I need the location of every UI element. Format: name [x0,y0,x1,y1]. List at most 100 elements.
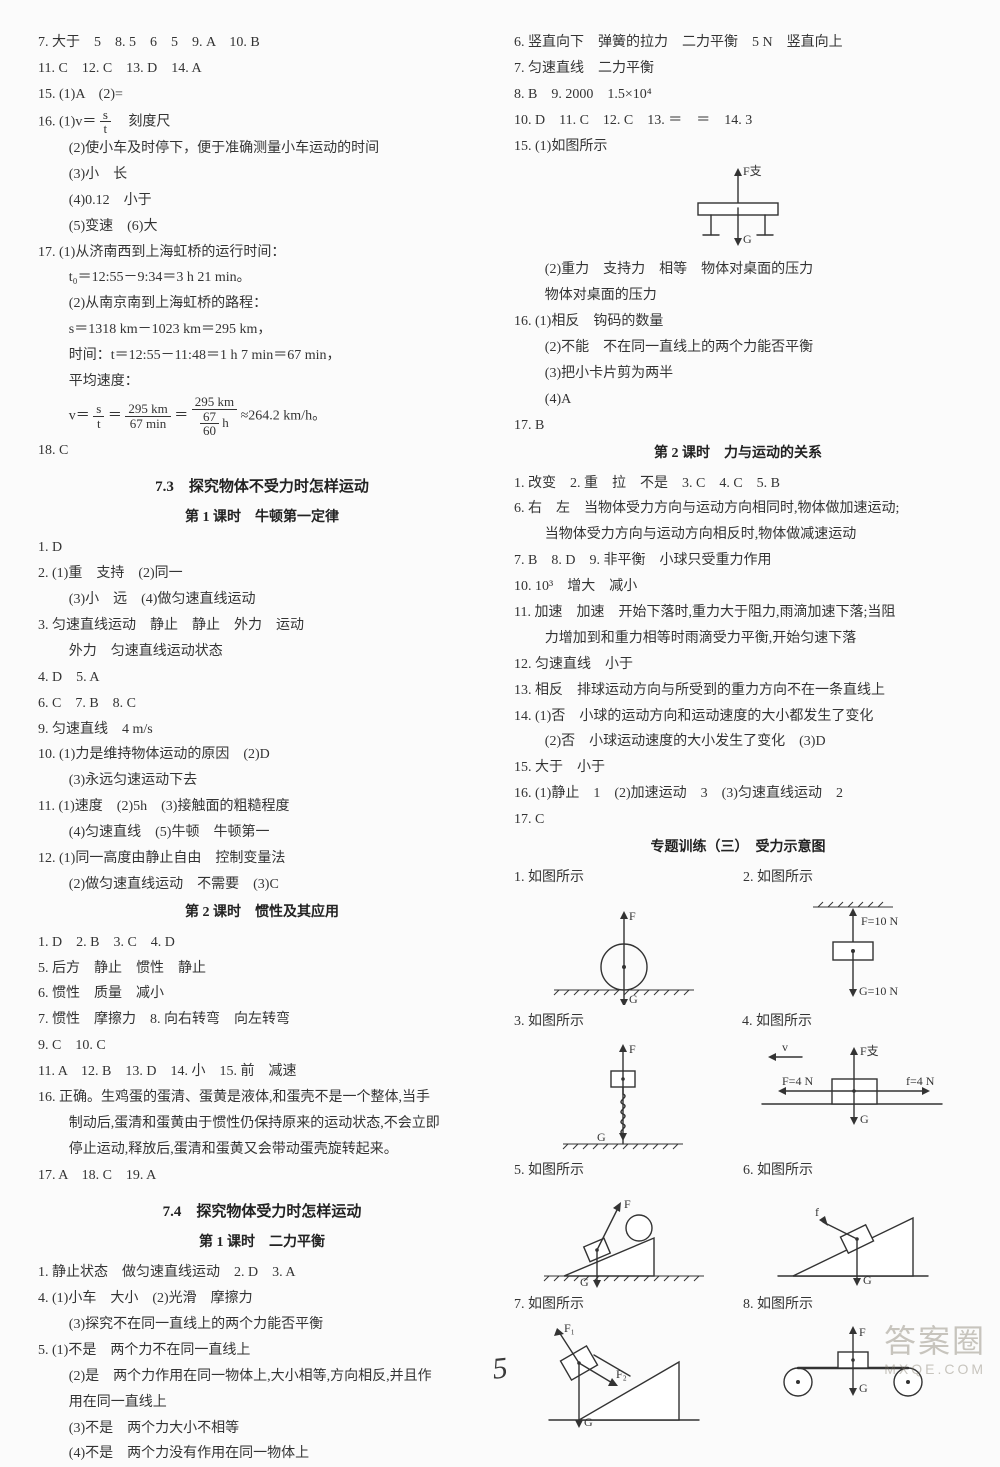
figure-15-force-diagram: F支 G [663,163,813,253]
answer-line: (4)0.12 小于 [38,188,486,214]
answer-line: 17. (1)从济南西到上海虹桥的运行时间： [38,240,486,266]
answer-line: (2)做匀速直线运动 不需要 (3)C [38,872,486,898]
svg-text:F₂: F₂ [616,1367,627,1381]
answer-line: 16. (1)v＝ s t 刻度尺 [38,108,486,136]
answer-line: 7. 大于 5 8. 5 6 5 9. A 10. B [38,30,486,56]
formula-line: v＝ st ＝ 295 km67 min ＝ 295 km 6760 h ≈26… [38,395,486,438]
answer-line: 15. (1)如图所示 [514,134,962,160]
figure-5: F G [524,1188,724,1288]
answer-line: 17. C [514,807,962,833]
svg-text:G: G [863,1273,872,1287]
figure-row: 1. 如图所示 F G 2. 如图所示 F=10 N [514,865,962,1009]
answer-line: (5)变速 (6)大 [38,214,486,240]
answer-line: 力增加到和重力相等时雨滴受力平衡,开始匀速下落 [514,626,962,652]
answer-line: 时间：t＝12:55－11:48＝1 h 7 min＝67 min， [38,343,486,369]
fig-caption: 8. 如图所示 [743,1292,962,1318]
fig-caption: 4. 如图所示 [742,1009,962,1035]
answer-line: (4)A [514,387,962,413]
answer-line: t₀＝12:55－9:34＝3 h 21 min。 [38,265,486,291]
svg-text:F: F [629,1042,636,1056]
answer-line: 16. (1)相反 钩码的数量 [514,309,962,335]
fraction: s t [100,108,111,136]
answer-line: 3. 匀速直线运动 静止 静止 外力 运动 [38,613,486,639]
answer-line: 17. A 18. C 19. A [38,1163,486,1189]
answer-line: (2)使小车及时停下，便于准确测量小车运动的时间 [38,136,486,162]
figure-6: f G [753,1188,953,1288]
figure-7: F₁ F₂ G [524,1322,724,1432]
figure-4: F=4 N f=4 N F支 v G [742,1039,962,1129]
answer-line: 18. C [38,438,486,464]
answer-line: 6. C 7. B 8. C [38,691,486,717]
watermark-url: MXQE.COM [884,1361,986,1379]
fig-caption: 3. 如图所示 [514,1009,732,1035]
answer-line: (4)不是 两个力没有作用在同一物体上 [38,1441,486,1467]
answer-line: 用在同一直线上 [38,1390,486,1416]
svg-text:G: G [629,992,638,1005]
figure-3: F G [523,1039,723,1154]
answer-line: 11. A 12. B 13. D 14. 小 15. 前 减速 [38,1059,486,1085]
answer-line: 9. 匀速直线 4 m/s [38,717,486,743]
answer-line: 5. 后方 静止 惯性 静止 [38,956,486,982]
fig-caption: 2. 如图所示 [743,865,962,891]
svg-text:F支: F支 [860,1044,879,1058]
svg-text:G: G [743,232,752,246]
svg-text:F: F [859,1325,866,1339]
svg-text:G: G [580,1275,589,1288]
answer-line: 16. 正确。生鸡蛋的蛋清、蛋黄是液体,和蛋壳不是一个整体,当手 [38,1085,486,1111]
answer-line: 6. 右 左 当物体受力方向与运动方向相同时,物体做加速运动; [514,496,962,522]
txt: 16. (1)v＝ [38,114,96,129]
fraction: st [93,402,104,430]
watermark-text: 答案圈 [884,1321,986,1361]
svg-text:G: G [859,1381,868,1395]
fig-caption: 5. 如图所示 [514,1158,733,1184]
answer-line: 11. (1)速度 (2)5h (3)接触面的粗糙程度 [38,794,486,820]
answer-line: (3)不是 两个力大小不相等 [38,1416,486,1442]
answer-line: 7. B 8. D 9. 非平衡 小球只受重力作用 [514,548,962,574]
svg-text:f=4 N: f=4 N [906,1074,935,1088]
answer-line: 15. (1)A (2)= [38,82,486,108]
answer-line: (3)小 远 (4)做匀速直线运动 [38,587,486,613]
answer-line: 10. 10³ 增大 减小 [514,574,962,600]
answer-line: 1. 改变 2. 重 拉 不是 3. C 4. C 5. B [514,471,962,497]
sub-heading: 第 2 课时 力与运动的关系 [514,441,962,467]
section-heading: 7.3 探究物体不受力时怎样运动 [38,474,486,502]
two-column-layout: 7. 大于 5 8. 5 6 5 9. A 10. B 11. C 12. C … [38,30,962,1467]
svg-text:v: v [782,1040,788,1054]
answer-line: 9. C 10. C [38,1033,486,1059]
watermark: 答案圈 MXQE.COM [884,1321,986,1379]
svg-text:F: F [629,909,636,923]
fig-caption: 1. 如图所示 [514,865,733,891]
answer-line: 1. D [38,535,486,561]
answer-line: 14. (1)否 小球的运动方向和运动速度的大小都发生了变化 [514,704,962,730]
svg-text:F=10 N: F=10 N [861,914,898,928]
answer-line: 11. C 12. C 13. D 14. A [38,56,486,82]
answer-line: 16. (1)静止 1 (2)加速运动 3 (3)匀速直线运动 2 [514,781,962,807]
answer-line: (3)把小卡片剪为两半 [514,361,962,387]
answer-line: 8. B 9. 2000 1.5×10⁴ [514,82,962,108]
left-column: 7. 大于 5 8. 5 6 5 9. A 10. B 11. C 12. C … [38,30,486,1467]
answer-line: 制动后,蛋清和蛋黄由于惯性仍保持原来的运动状态,不会立即 [38,1111,486,1137]
svg-text:G: G [597,1130,606,1144]
answer-line: 当物体受力方向与运动方向相反时,物体做减速运动 [514,522,962,548]
sub-heading: 第 2 课时 惯性及其应用 [38,900,486,926]
svg-text:F: F [624,1197,631,1211]
answer-line: (2)不能 不在同一直线上的两个力能否平衡 [514,335,962,361]
svg-text:F=4 N: F=4 N [782,1074,813,1088]
answer-line: (2)重力 支持力 相等 物体对桌面的压力 [514,257,962,283]
svg-text:G: G [584,1415,593,1429]
sub-heading: 第 1 课时 牛顿第一定律 [38,505,486,531]
fraction: 295 km67 min [125,402,170,430]
svg-text:G=10 N: G=10 N [859,984,898,998]
fig-caption: 6. 如图所示 [743,1158,962,1184]
answer-line: 停止运动,释放后,蛋清和蛋黄又会带动蛋壳旋转起来。 [38,1137,486,1163]
answer-line: 7. 惯性 摩擦力 8. 向右转弯 向左转弯 [38,1007,486,1033]
answer-line: s＝1318 km－1023 km＝295 km， [38,317,486,343]
svg-text:F₁: F₁ [564,1322,575,1335]
answer-line: (3)探究不在同一直线上的两个力能否平衡 [38,1312,486,1338]
figure-row: 3. 如图所示 F G 4. 如图所示 [514,1009,962,1158]
answer-line: 5. (1)不是 两个力不在同一直线上 [38,1338,486,1364]
answer-line: 11. 加速 加速 开始下落时,重力大于阻力,雨滴加速下落;当阻 [514,600,962,626]
figure-2: F=10 N G=10 N [753,895,953,1005]
sub-heading: 第 1 课时 二力平衡 [38,1230,486,1256]
answer-line: 13. 相反 排球运动方向与所受到的重力方向不在一条直线上 [514,678,962,704]
